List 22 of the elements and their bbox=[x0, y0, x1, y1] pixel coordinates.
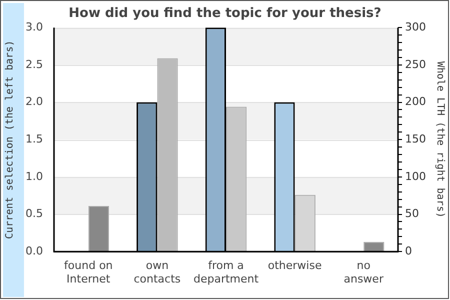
y2-tick-label: 50 bbox=[405, 207, 419, 220]
y2-tick-label: 250 bbox=[405, 58, 426, 71]
y-tick-label: 2.5 bbox=[26, 58, 43, 71]
x-tick-label: otherwise bbox=[268, 259, 322, 272]
y2-tick-label: 0 bbox=[405, 244, 412, 258]
x-tick-label: found on Internet bbox=[64, 259, 113, 286]
y-axis-title: Current selection (the left bars) bbox=[4, 40, 16, 239]
y-tick-label: 0.5 bbox=[26, 207, 43, 220]
chart-title: How did you find the topic for your thesis? bbox=[68, 6, 382, 22]
x-tick-label: no answer bbox=[344, 259, 384, 286]
y2-tick-label: 200 bbox=[405, 95, 426, 108]
y2-tick-label: 100 bbox=[405, 170, 426, 183]
y-tick-label: 2.0 bbox=[26, 95, 43, 108]
x-tick-label: own contacts bbox=[134, 259, 181, 286]
y2-tick-label: 300 bbox=[405, 20, 426, 34]
y-tick-label: 1.0 bbox=[26, 170, 43, 183]
y2-tick-label: 150 bbox=[405, 132, 426, 146]
y-tick-label: 3.0 bbox=[26, 20, 43, 34]
y-tick-label: 0.0 bbox=[26, 244, 43, 258]
y2-axis-title: Whole LTH (the right bars) bbox=[434, 61, 446, 218]
x-tick-label: from a department bbox=[193, 259, 260, 286]
y-tick-label: 1.5 bbox=[26, 132, 43, 146]
